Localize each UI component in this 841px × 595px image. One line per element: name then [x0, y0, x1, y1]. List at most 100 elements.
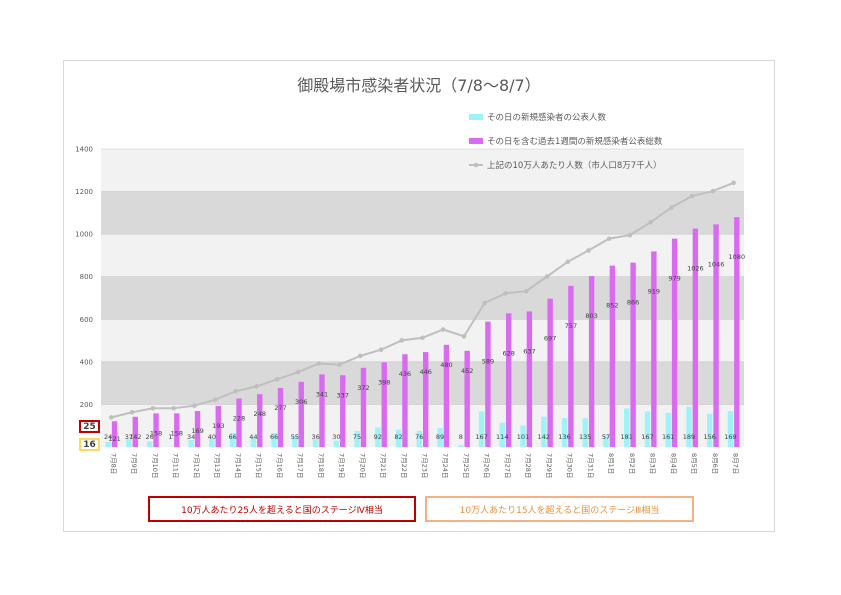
- bar-weekly: [423, 352, 429, 447]
- line-point: [129, 410, 135, 415]
- bar-weekly: [132, 416, 139, 447]
- x-category-label: 7月14日: [234, 453, 242, 478]
- data-label-daily: 82: [394, 433, 402, 441]
- data-label-daily: 40: [208, 433, 216, 441]
- bar-daily: [727, 411, 734, 447]
- data-label-weekly: 142: [129, 433, 141, 441]
- data-label-weekly: 803: [585, 312, 597, 320]
- x-category-label: 8月7日: [732, 453, 740, 474]
- x-category-label: 7月26日: [483, 453, 491, 478]
- chart-title: 御殿場市感染者状況（7/8～8/7）: [297, 76, 541, 95]
- data-label-weekly: 306: [295, 398, 307, 406]
- line-point: [150, 405, 156, 411]
- data-label-weekly: 452: [461, 367, 473, 375]
- line-point: [337, 362, 342, 367]
- line-point: [648, 219, 653, 225]
- data-label-weekly: 277: [274, 404, 286, 412]
- data-label-weekly: 697: [544, 335, 556, 343]
- data-label-daily: 114: [496, 433, 508, 441]
- x-category-label: 7月29日: [545, 453, 553, 478]
- data-label-weekly: 436: [399, 370, 411, 378]
- line-point: [586, 248, 591, 253]
- bar-weekly: [630, 262, 636, 447]
- bar-daily: [437, 428, 443, 447]
- data-label-weekly: 852: [606, 302, 618, 310]
- data-label-daily: 37: [125, 433, 133, 441]
- x-category-label: 7月30日: [566, 453, 574, 478]
- y-tick-label: 1200: [75, 188, 93, 196]
- bar-weekly: [485, 321, 491, 447]
- x-category-label: 7月31日: [586, 453, 594, 478]
- bar-weekly: [713, 224, 719, 447]
- bar-weekly: [215, 405, 221, 447]
- line-point: [503, 291, 508, 296]
- bar-daily: [375, 427, 381, 447]
- bar-weekly: [381, 362, 387, 447]
- line-point: [440, 327, 446, 332]
- bar-daily: [458, 445, 464, 447]
- bar-daily: [126, 439, 132, 447]
- data-label-weekly: 866: [627, 299, 639, 307]
- bar-daily: [561, 418, 568, 447]
- grid-band: [101, 191, 744, 235]
- data-label-daily: 89: [436, 433, 444, 441]
- x-category-label: 7月27日: [503, 453, 511, 478]
- line-point: [523, 288, 529, 294]
- bar-weekly: [257, 394, 263, 447]
- data-label-weekly: 589: [482, 358, 494, 366]
- stage-4-note: 10万人あたり25人を超えると国のステージⅣ相当: [148, 496, 416, 522]
- bar-daily: [644, 411, 651, 447]
- bar-weekly: [464, 350, 470, 447]
- data-label-daily: 66: [228, 433, 236, 441]
- bar-daily: [624, 408, 630, 447]
- data-label-daily: 92: [374, 433, 382, 441]
- bar-daily: [229, 432, 236, 447]
- x-category-label: 7月17日: [296, 453, 304, 478]
- data-label-weekly: 169: [191, 427, 203, 435]
- bar-weekly: [526, 311, 533, 447]
- data-label-weekly: 628: [502, 349, 514, 357]
- x-category-label: 8月5日: [690, 453, 698, 474]
- bar-daily: [520, 425, 526, 447]
- bar-daily: [105, 441, 111, 447]
- bar-weekly: [505, 313, 512, 447]
- bar-daily: [665, 412, 671, 447]
- data-label-daily: 169: [724, 433, 736, 441]
- data-label-daily: 161: [662, 433, 674, 441]
- data-label-weekly: 248: [254, 410, 266, 418]
- bar-weekly: [443, 344, 450, 447]
- x-category-label: 7月25日: [462, 453, 470, 478]
- grid-band: [101, 276, 744, 320]
- bar-daily: [395, 429, 402, 447]
- data-label-weekly: 480: [440, 361, 452, 369]
- data-label-weekly: 398: [378, 378, 390, 386]
- data-label-daily: 26: [146, 433, 154, 441]
- data-label-weekly: 637: [523, 347, 535, 355]
- x-category-label: 7月20日: [358, 453, 366, 478]
- data-label-daily: 57: [602, 433, 610, 441]
- x-category-label: 7月19日: [338, 453, 346, 478]
- legend-label-weekly: その日を含む過去1週間の新規感染者公表総数: [487, 136, 663, 147]
- bar-weekly: [319, 374, 325, 447]
- bar-weekly: [651, 251, 657, 447]
- bar-weekly: [547, 298, 553, 447]
- bar-daily: [582, 418, 588, 447]
- data-label-daily: 34: [187, 433, 195, 441]
- data-label-weekly: 337: [337, 391, 349, 399]
- bar-weekly: [153, 413, 159, 447]
- bar-weekly: [609, 265, 616, 447]
- bar-daily: [188, 439, 194, 447]
- line-point: [399, 338, 405, 343]
- data-label-weekly: 1046: [708, 260, 725, 268]
- x-category-label: 7月13日: [213, 453, 221, 478]
- legend-swatch-daily: [469, 114, 483, 120]
- chart-canvas: 御殿場市感染者状況（7/8～8/7）2004006008001000120014…: [75, 76, 745, 478]
- bar-weekly: [360, 367, 367, 447]
- line-point: [316, 361, 322, 366]
- line-point: [482, 300, 488, 306]
- data-label-daily: 136: [558, 433, 570, 441]
- y-tick-label: 600: [80, 316, 93, 324]
- x-category-label: 7月21日: [379, 453, 387, 478]
- x-category-label: 7月12日: [192, 453, 200, 478]
- data-label-daily: 75: [353, 433, 361, 441]
